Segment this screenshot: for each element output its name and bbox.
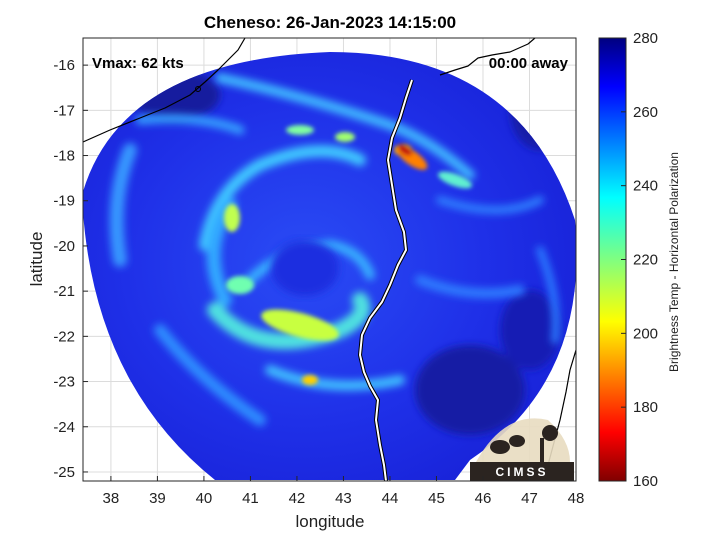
x-tick-label: 48 [568,490,585,507]
y-tick-label: -19 [53,193,75,210]
convective-cores [224,125,473,385]
cyclone-eye [271,240,339,296]
y-tick-label: -25 [53,464,75,481]
x-tick-label: 39 [149,490,166,507]
logo-text: CIMSS [495,465,548,479]
x-tick-label: 46 [475,490,492,507]
colorbar-tick-label: 200 [633,325,658,342]
y-tick-label: -20 [53,238,75,255]
coast-north [439,38,536,76]
x-tick-label: 42 [289,490,306,507]
satellite-dish-icon-2 [509,435,525,447]
plot-area: Vmax: 62 kts 00:00 away CIMSS [83,38,576,481]
y-axis-label: latitude [27,232,46,287]
y-axis-ticks: -16 -17 -18 -19 -20 -21 -22 -23 -24 -25 [53,57,88,481]
coast-mozambique [83,38,246,143]
y-tick-label: -18 [53,148,75,165]
x-axis-label: longitude [295,512,364,531]
water-tower-icon [542,425,558,441]
plot-frame [82,37,577,482]
island-marker [195,86,201,92]
x-tick-label: 40 [196,490,213,507]
y-tick-label: -16 [53,57,75,74]
coast-madagascar [359,79,413,481]
microwave-swath [83,52,576,480]
x-tick-label: 41 [242,490,259,507]
colorbar-ticks: 160 180 200 220 240 260 280 [621,30,658,490]
logo-bar [470,462,574,481]
chart-title: Cheneso: 26-Jan-2023 14:15:00 [204,13,456,32]
colorbar-tick-label: 180 [633,399,658,416]
coastlines [83,38,576,481]
x-tick-label: 44 [382,490,399,507]
x-tick-label: 47 [521,490,538,507]
cimss-logo: CIMSS [470,418,574,481]
colorbar-tick-label: 280 [633,30,658,47]
x-tick-label: 38 [103,490,120,507]
y-tick-label: -23 [53,374,75,391]
away-label: 00:00 away [489,55,569,72]
tower-icon [540,438,544,462]
y-tick-label: -17 [53,102,75,119]
colorbar-tick-label: 260 [633,104,658,121]
colorbar-tick-label: 240 [633,178,658,195]
y-tick-label: -21 [53,283,75,300]
x-axis-ticks: 38 39 40 41 42 43 44 45 46 47 48 [103,476,585,507]
vmax-label: Vmax: 62 kts [92,55,184,72]
colorbar-tick-label: 160 [633,473,658,490]
x-tick-label: 45 [428,490,445,507]
x-tick-label: 43 [335,490,352,507]
colorbar-tick-label: 220 [633,252,658,269]
colorbar-label: Brightness Temp - Horizontal Polarizatio… [667,152,681,372]
y-tick-label: -24 [53,419,75,436]
y-tick-label: -22 [53,328,75,345]
satellite-dish-icon [490,440,510,454]
